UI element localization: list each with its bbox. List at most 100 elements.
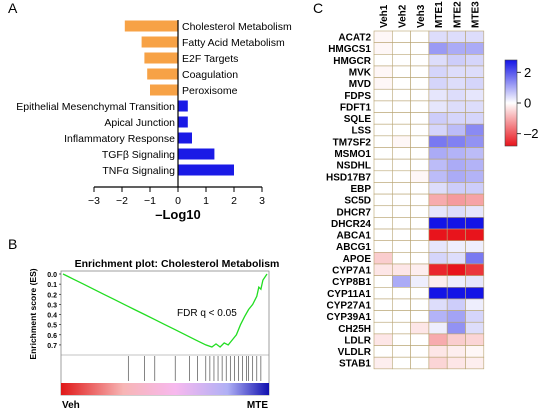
panel-b: B Enrichment plot: Cholesterol Metabolis…: [8, 236, 279, 411]
heatmap-cell-mvd-veh3: [410, 77, 430, 90]
heatmap-row-label-mvd: MVD: [349, 79, 371, 90]
heatmap-row-label-hsd17b7: HSD17B7: [326, 172, 371, 183]
heatmap-cell-dhcr7-mte1: [428, 205, 448, 218]
heatmap-cell-fdps-mte3: [465, 88, 485, 102]
heatmap-cell-msmo1-mte1: [428, 147, 448, 160]
panel-label-c: C: [313, 0, 323, 16]
heatmap-cell-sqle-mte2: [446, 112, 466, 125]
bar-label-apical-junction: Apical Junction: [104, 117, 175, 129]
heatmap-row-label-cyp11a1: CYP11A1: [327, 289, 371, 300]
heatmap-cells: [373, 30, 485, 370]
heatmap-row-label-hmgcr: HMGCR: [333, 56, 372, 67]
heatmap-row-label-mvk: MVK: [349, 67, 372, 78]
bar-cholesterol-metabolism: [124, 20, 178, 32]
heatmap-cell-fdft1-mte3: [465, 100, 485, 113]
bar-x-tick-label: 1: [203, 195, 209, 207]
bar-peroxisome: [150, 84, 178, 96]
heatmap-cell-sc5d-mte2: [446, 193, 466, 207]
heatmap-cell-nsdhl-mte1: [428, 158, 448, 172]
gsea-y-tick-label: 0.6: [47, 333, 57, 340]
heatmap-cell-sqle-veh1: [373, 112, 393, 125]
bar-x-tick-label: 0: [175, 195, 181, 207]
heatmap-row-label-stab1: STAB1: [339, 359, 371, 370]
heatmap-cell-hsd17b7-veh2: [391, 170, 411, 183]
es-curve-line: [62, 273, 268, 348]
bar-fatty-acid-metabolism: [141, 36, 178, 48]
heatmap-cell-hsd17b7-mte3: [465, 170, 485, 183]
heatmap-cell-ldlr-mte1: [428, 333, 448, 346]
heatmap-row-label-ldlr: LDLR: [344, 335, 371, 346]
heatmap-row-label-lss: LSS: [352, 126, 372, 137]
heatmap-cell-cyp27a1-veh3: [410, 298, 430, 311]
heatmap-cell-sqle-mte1: [428, 112, 448, 125]
heatmap-cell-ch25h-mte2: [446, 321, 466, 335]
heatmap-cell-hmgcr-veh3: [410, 53, 430, 67]
bar-label-cholesterol-metabolism: Cholesterol Metabolism: [182, 21, 292, 33]
heatmap-cell-cyp39a1-mte3: [465, 310, 485, 323]
heatmap-cell-apoe-veh3: [410, 252, 430, 265]
heatmap-cell-vldlr-mte3: [465, 345, 485, 358]
heatmap-cell-ch25h-mte3: [465, 321, 485, 335]
bar-tnf-signaling: [178, 164, 234, 176]
heatmap-cell-hmgcs1-mte2: [446, 42, 466, 55]
heatmap-cell-cyp8b1-mte1: [428, 275, 448, 288]
heatmap-cell-mvk-mte1: [428, 65, 448, 78]
heatmap-cell-hmgcs1-veh2: [391, 42, 411, 55]
heatmap-cell-acat2-veh1: [373, 30, 393, 43]
bar-label-inflammatory-response: Inflammatory Response: [64, 133, 175, 145]
heatmap-cell-sc5d-veh1: [373, 193, 393, 207]
heatmap-cell-cyp7a1-veh3: [410, 263, 430, 276]
colorbar-tick-label: 0: [524, 96, 531, 111]
heatmap-cell-cyp7a1-mte1: [428, 263, 448, 276]
bar-e2f-targets: [144, 52, 178, 64]
heatmap-row-label-ch25h: CH25H: [338, 324, 371, 335]
heatmap-col-label-veh2: Veh2: [397, 4, 408, 28]
gsea-y-ticks: 0.0 0.1 0.2 0.3 0.4 0.5 0.6 0.7: [47, 272, 61, 350]
gsea-x-label-right: MTE: [247, 400, 268, 411]
heatmap-row-label-vldlr: VLDLR: [338, 347, 372, 358]
heatmap-cell-msmo1-veh1: [373, 147, 393, 160]
bar-inflammatory-response: [178, 132, 192, 144]
heatmap-cell-fdft1-veh2: [391, 100, 411, 113]
heatmap-cell-dhcr7-mte2: [446, 205, 466, 218]
heatmap-cell-hmgcr-mte3: [465, 53, 485, 67]
heatmap-cell-cyp39a1-mte2: [446, 310, 466, 323]
panel-c: C Veh1 Veh2 Veh3 MTE1 MTE2 MTE3 ACAT2HMGCS1HM…: [313, 0, 538, 370]
heatmap-cell-cyp27a1-mte1: [428, 298, 448, 311]
gsea-y-tick-label: 0.4: [47, 313, 57, 320]
bar-x-tick-label: −2: [116, 195, 128, 207]
gsea-y-tick-label: 0.0: [47, 272, 57, 279]
heatmap-row-label-cyp39a1: CYP39A1: [327, 312, 372, 323]
heatmap-col-label-veh1: Veh1: [379, 4, 390, 28]
heatmap-cell-abca1-mte3: [465, 228, 485, 242]
bar-label-epithelial-mesenchymal-transition: Epithelial Mesenchymal Transition: [16, 101, 175, 113]
heatmap-cell-vldlr-mte2: [446, 345, 466, 358]
heatmap-cell-cyp11a1-mte3: [465, 286, 485, 300]
heatmap-cell-abcg1-mte1: [428, 240, 448, 253]
heatmap-cell-msmo1-veh3: [410, 147, 430, 160]
heatmap-cell-ebp-mte3: [465, 182, 485, 195]
gsea-y-tick-label: 0.7: [47, 343, 57, 350]
heatmap-cell-hsd17b7-veh3: [410, 170, 430, 183]
heatmap-cell-cyp8b1-mte2: [446, 275, 466, 288]
heatmap-cell-abcg1-veh2: [391, 240, 411, 253]
heatmap-cell-ebp-veh1: [373, 182, 393, 195]
heatmap-row-label-hmgcs1: HMGCS1: [328, 44, 371, 55]
heatmap-cell-hmgcs1-mte3: [465, 42, 485, 55]
heatmap-cell-sc5d-mte1: [428, 193, 448, 207]
heatmap-cell-nsdhl-veh2: [391, 158, 411, 172]
heatmap-cell-lss-mte3: [465, 123, 485, 137]
heatmap-col-label-mte2: MTE2: [452, 1, 463, 28]
heatmap-row-label-abca1: ABCA1: [337, 231, 372, 242]
heatmap-cell-cyp11a1-mte2: [446, 286, 466, 300]
heatmap-cell-stab1-veh1: [373, 356, 393, 370]
heatmap-cell-sqle-veh3: [410, 112, 430, 125]
heatmap-cell-cyp27a1-veh1: [373, 298, 393, 311]
heatmap-cell-msmo1-mte3: [465, 147, 485, 160]
heatmap-cell-nsdhl-mte2: [446, 158, 466, 172]
heatmap-cell-ch25h-veh1: [373, 321, 393, 335]
bar-chart: Cholesterol Metabolism Fatty Acid Metabol…: [16, 20, 292, 177]
heatmap-cell-abcg1-veh1: [373, 240, 393, 253]
heatmap-row-label-sc5d: SC5D: [344, 196, 371, 207]
